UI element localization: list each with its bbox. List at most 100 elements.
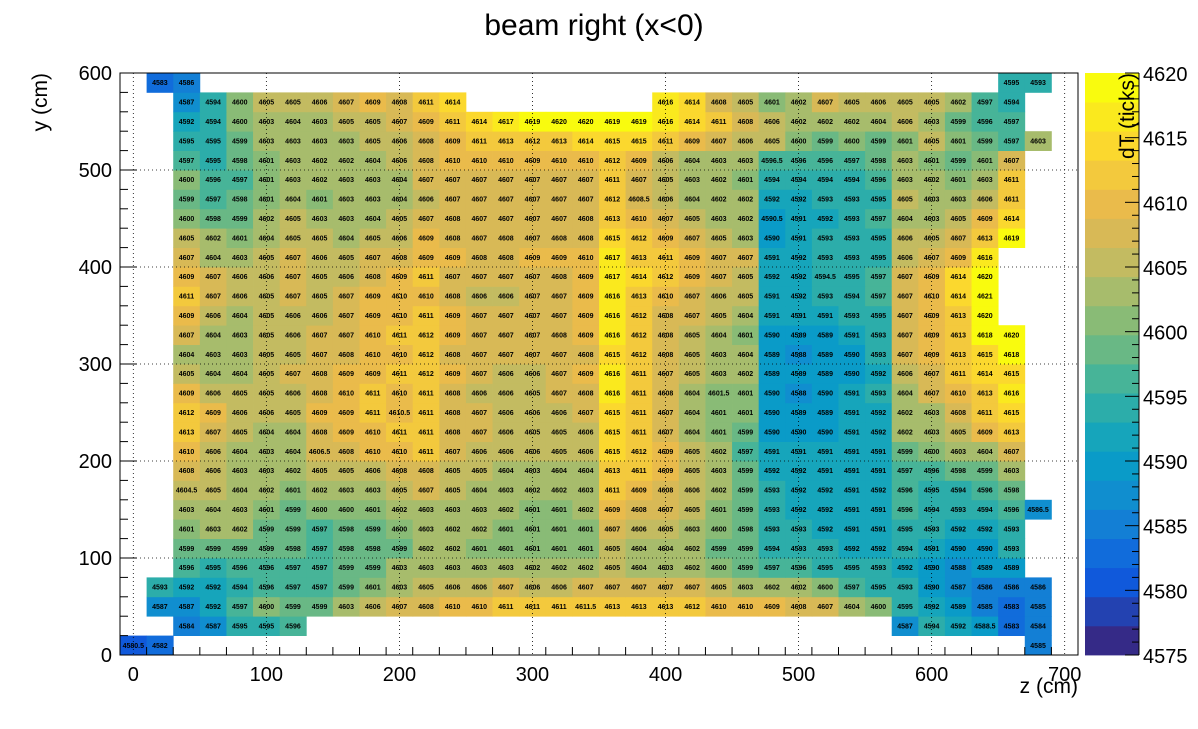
heatmap-cell bbox=[545, 228, 573, 248]
cell-value-label: 4609 bbox=[445, 371, 461, 378]
cell-value-label: 4599 bbox=[285, 604, 301, 611]
cell-value-label: 4606 bbox=[285, 313, 301, 320]
cell-value-label: 4601 bbox=[897, 138, 913, 145]
heatmap-cell bbox=[838, 267, 866, 287]
cell-value-label: 4606 bbox=[205, 449, 221, 456]
cell-value-label: 4593 bbox=[844, 197, 860, 204]
heatmap-cell bbox=[545, 402, 573, 423]
heatmap-cell bbox=[173, 402, 201, 423]
heatmap-cell bbox=[359, 422, 387, 442]
cell-value-label: 4607 bbox=[285, 274, 301, 281]
heatmap-cell bbox=[572, 150, 600, 171]
cell-value-label: 4609 bbox=[312, 410, 328, 417]
cell-value-label: 4605 bbox=[924, 235, 940, 242]
cell-value-label: 4608 bbox=[551, 274, 567, 281]
heatmap-cell bbox=[253, 170, 281, 190]
cell-value-label: 4606 bbox=[498, 371, 514, 378]
cell-value-label: 4589 bbox=[817, 352, 833, 359]
cell-value-label: 4603 bbox=[232, 255, 248, 262]
cell-value-label: 4605 bbox=[259, 332, 275, 339]
cell-value-label: 4605 bbox=[285, 235, 301, 242]
heatmap-cell bbox=[998, 131, 1026, 151]
heatmap-cell bbox=[599, 131, 627, 151]
heatmap-cell bbox=[519, 461, 547, 481]
heatmap-cell bbox=[891, 519, 919, 539]
cell-value-label: 4597 bbox=[312, 546, 328, 553]
heatmap-cell bbox=[173, 131, 201, 151]
heatmap-cell bbox=[439, 267, 467, 287]
cell-value-label: 4612 bbox=[631, 449, 647, 456]
heatmap-cell bbox=[705, 461, 733, 481]
heatmap-cell bbox=[838, 305, 866, 326]
heatmap-cell bbox=[519, 286, 547, 307]
cell-value-label: 4607 bbox=[392, 604, 408, 611]
cell-value-label: 4591 bbox=[871, 507, 887, 514]
heatmap-cell bbox=[412, 267, 440, 287]
cell-value-label: 4603 bbox=[897, 158, 913, 165]
cell-value-label: 4589 bbox=[1004, 565, 1020, 572]
cell-value-label: 4588 bbox=[791, 352, 807, 359]
heatmap-cell bbox=[732, 364, 760, 384]
cell-value-label: 4596 bbox=[977, 119, 993, 126]
heatmap-cell bbox=[918, 92, 946, 113]
cell-value-label: 4608 bbox=[445, 429, 461, 436]
heatmap-cell bbox=[253, 422, 281, 442]
cell-value-label: 4605 bbox=[285, 100, 301, 107]
cell-value-label: 4585 bbox=[1030, 604, 1046, 611]
cell-value-label: 4605 bbox=[285, 216, 301, 223]
heatmap-cell bbox=[971, 596, 999, 617]
heatmap-cell bbox=[865, 150, 893, 171]
heatmap-cell bbox=[652, 286, 680, 307]
colorbar-label: dT (ticks) bbox=[1116, 73, 1139, 159]
heatmap-cell bbox=[785, 441, 813, 462]
cell-value-label: 4599 bbox=[179, 197, 195, 204]
cell-value-label: 4615 bbox=[605, 235, 621, 242]
heatmap-cell bbox=[572, 189, 600, 210]
heatmap-cell bbox=[625, 519, 653, 539]
cell-value-label: 4604 bbox=[738, 313, 754, 320]
cell-value-label: 4602 bbox=[471, 526, 487, 533]
heatmap-cell bbox=[332, 267, 360, 287]
heatmap-cell bbox=[439, 538, 467, 559]
cell-value-label: 4609 bbox=[950, 255, 966, 262]
cell-value-label: 4611 bbox=[445, 119, 460, 126]
heatmap-cell bbox=[386, 189, 414, 210]
heatmap-cell bbox=[306, 383, 334, 404]
heatmap-cell bbox=[199, 247, 227, 268]
cell-value-label: 4609 bbox=[578, 274, 594, 281]
cell-value-label: 4610 bbox=[338, 391, 354, 398]
cell-value-label: 4606 bbox=[338, 274, 354, 281]
cell-value-label: 4607 bbox=[817, 100, 833, 107]
heatmap-cell bbox=[891, 480, 919, 501]
heatmap-cell bbox=[838, 596, 866, 617]
cell-value-label: 4604 bbox=[844, 604, 860, 611]
cell-value-label: 4607 bbox=[658, 371, 674, 378]
cell-value-label: 4602 bbox=[578, 507, 594, 514]
cell-value-label: 4601 bbox=[578, 546, 594, 553]
heatmap-cell bbox=[306, 325, 334, 345]
heatmap-cell bbox=[811, 538, 839, 559]
heatmap-cell bbox=[918, 170, 946, 190]
heatmap-cell bbox=[971, 131, 999, 151]
cell-value-label: 4599 bbox=[950, 119, 966, 126]
cell-value-label: 4600 bbox=[844, 138, 860, 145]
heatmap-cell bbox=[226, 364, 254, 384]
cell-value-label: 4615 bbox=[631, 138, 647, 145]
heatmap-cell bbox=[332, 422, 360, 442]
heatmap-cell bbox=[465, 558, 493, 578]
cell-value-label: 4606 bbox=[285, 391, 301, 398]
heatmap-cell bbox=[279, 170, 307, 190]
cell-value-label: 4604 bbox=[232, 313, 248, 320]
cell-value-label: 4586 bbox=[179, 80, 195, 87]
cell-value-label: 4610 bbox=[365, 449, 381, 456]
heatmap-cell bbox=[572, 499, 600, 520]
cell-value-label: 4601 bbox=[471, 546, 487, 553]
cell-value-label: 4603 bbox=[338, 138, 354, 145]
heatmap-cell bbox=[199, 111, 227, 132]
heatmap-cell bbox=[332, 208, 360, 229]
cell-value-label: 4603 bbox=[977, 177, 993, 184]
heatmap-cell bbox=[572, 247, 600, 268]
cell-value-label: 4604 bbox=[338, 235, 354, 242]
heatmap-cell bbox=[279, 92, 307, 113]
